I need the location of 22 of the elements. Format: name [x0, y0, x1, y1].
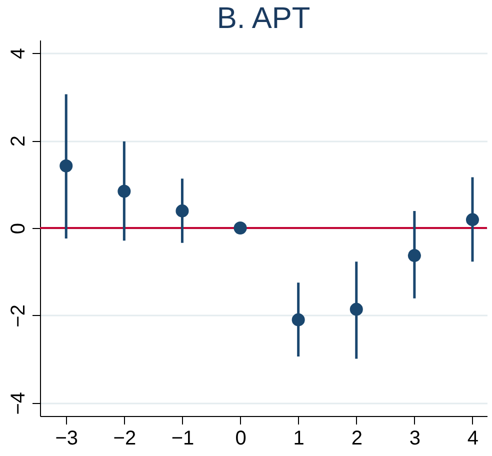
- point: [408, 249, 421, 262]
- point: [118, 184, 131, 198]
- x-tick-label: 0: [235, 428, 246, 450]
- point: [234, 221, 247, 235]
- x-tick-label: 3: [409, 428, 420, 450]
- y-tick-label: 0: [8, 222, 30, 234]
- y-tick-label: 4: [8, 48, 30, 60]
- x-tick-label: 4: [467, 428, 479, 450]
- chart-title: B. APT: [216, 2, 310, 35]
- x-tick-label: −2: [113, 428, 136, 450]
- x-tick-label: −1: [171, 428, 194, 450]
- point: [176, 204, 189, 218]
- point: [350, 302, 363, 316]
- point: [60, 159, 73, 172]
- point: [292, 313, 305, 326]
- y-tick-label: 2: [8, 135, 30, 147]
- point: [466, 213, 480, 226]
- x-tick-label: 1: [293, 428, 304, 450]
- x-tick-label: 2: [351, 428, 362, 450]
- x-tick-label: −3: [55, 428, 78, 450]
- y-tick-label: −2: [8, 304, 30, 328]
- y-tick-label: −4: [8, 392, 30, 415]
